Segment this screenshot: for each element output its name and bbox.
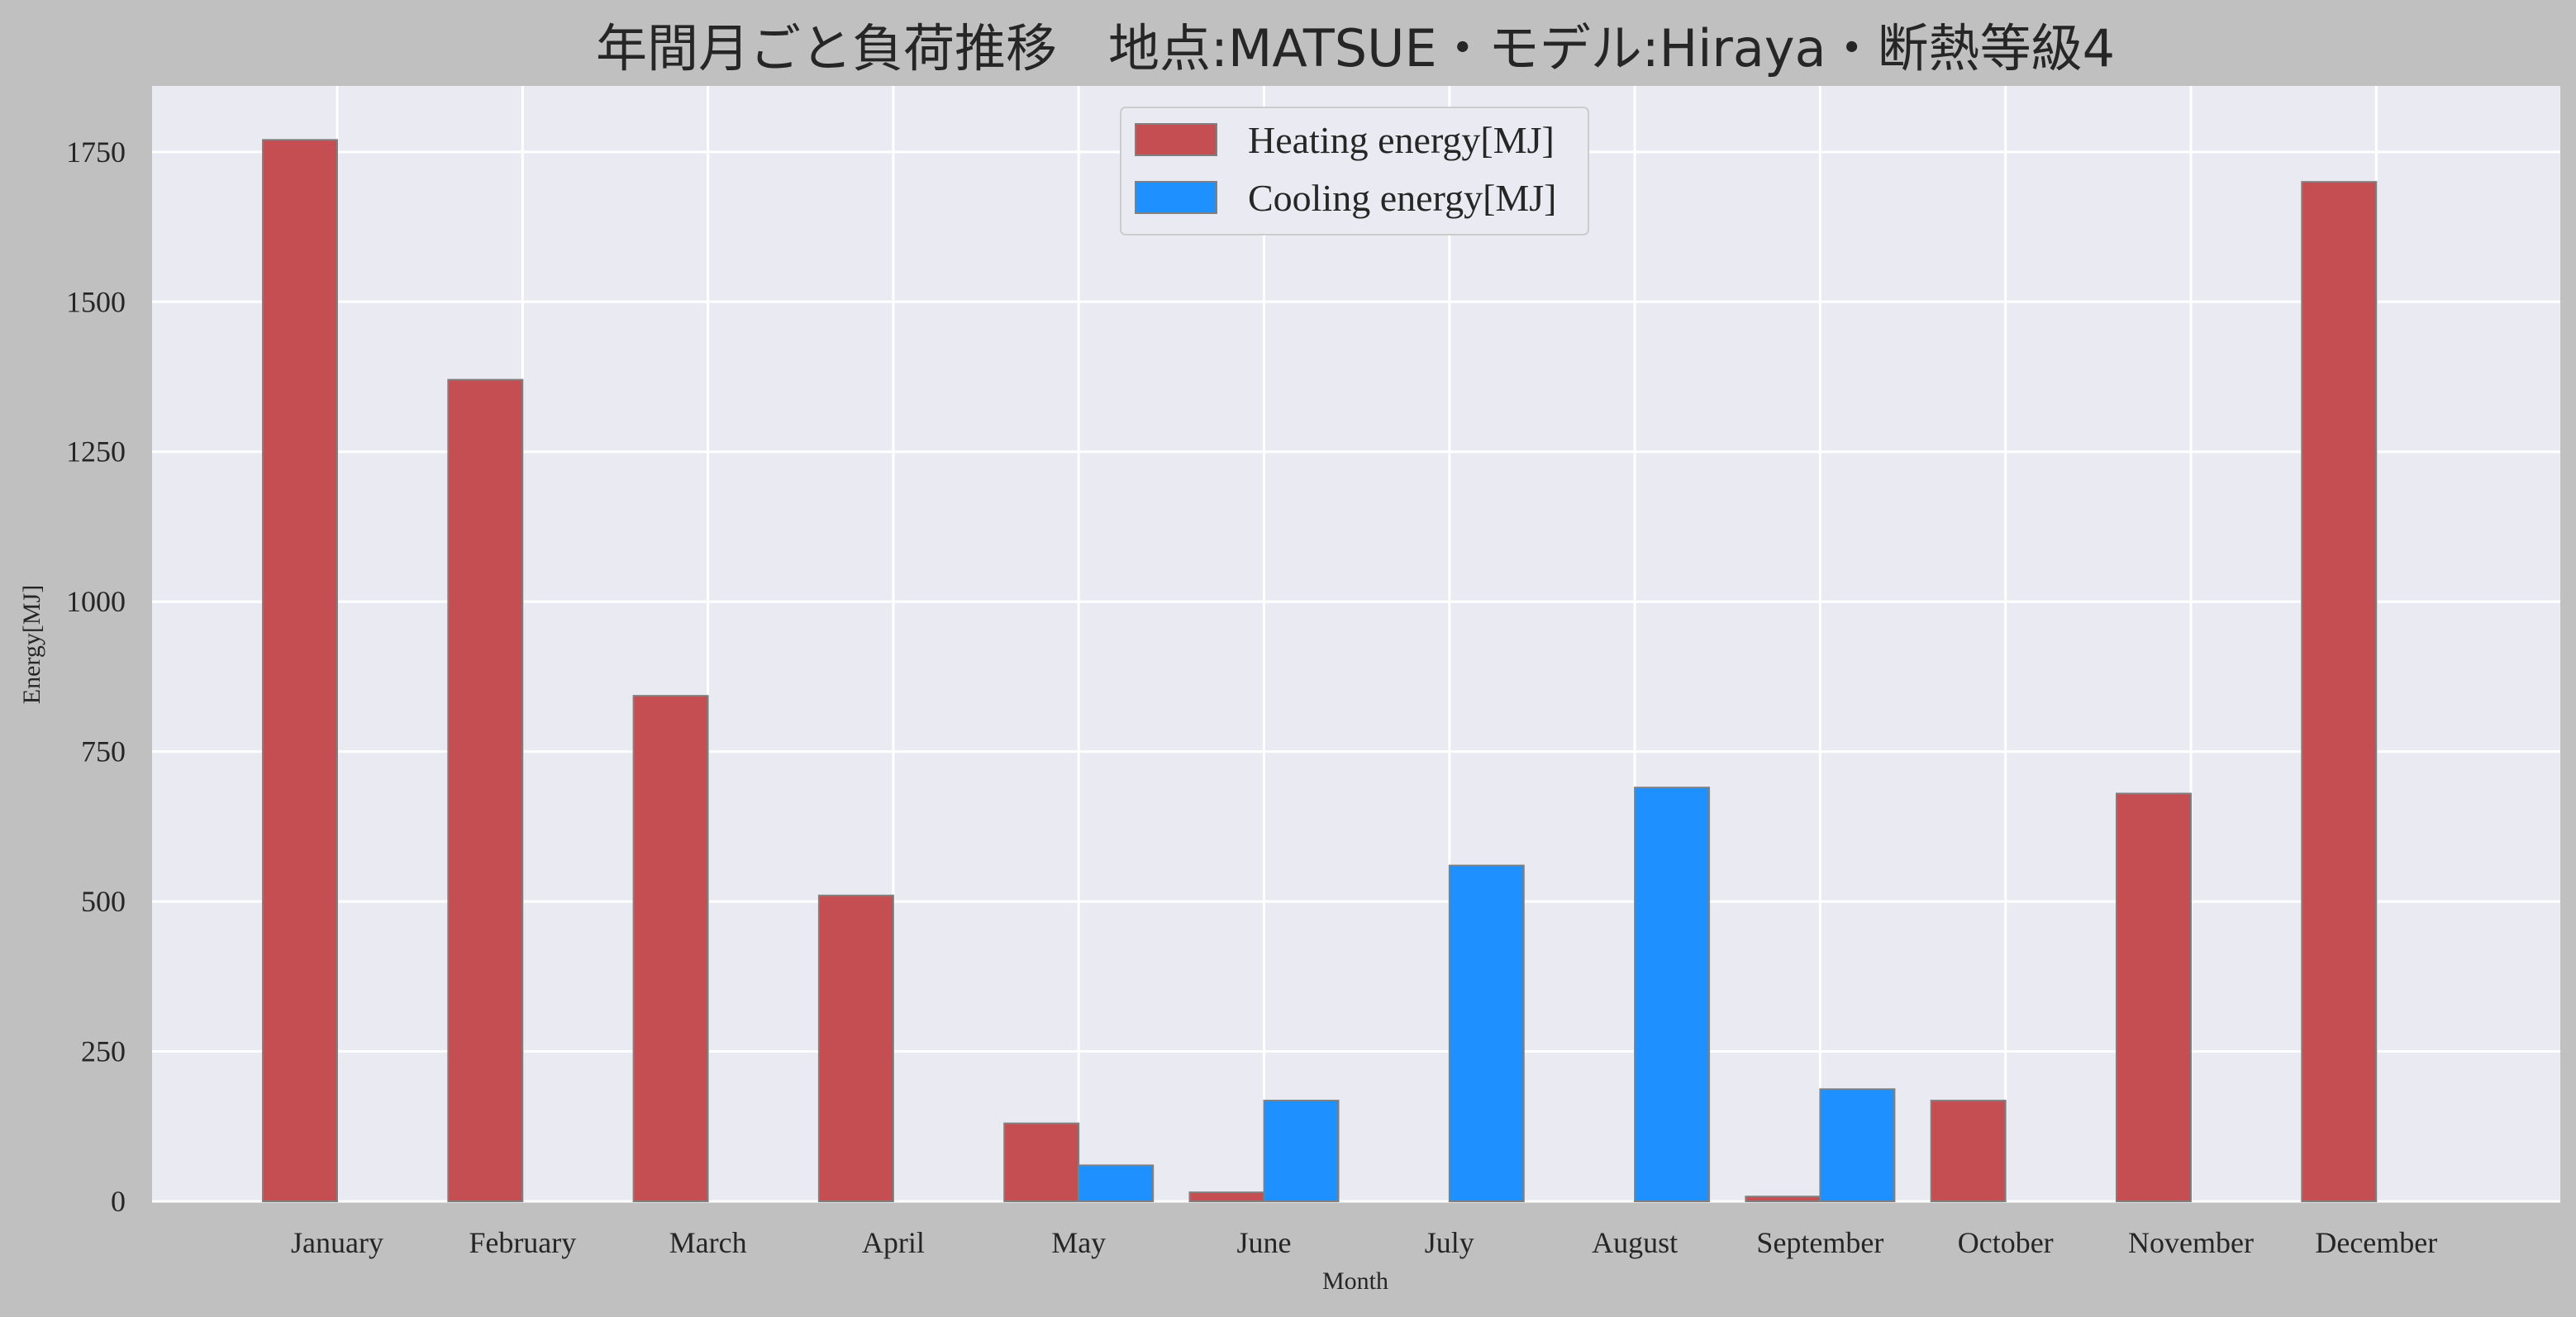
bar-heating [447, 378, 524, 1203]
bar-heating [1188, 1191, 1265, 1203]
chart-title: 年間月ごと負荷推移 地点:MATSUE・モデル:Hiraya・断熱等級4 [596, 18, 2115, 78]
bar-cooling [1634, 787, 1711, 1202]
y-tick-label: 1500 [66, 285, 126, 318]
x-tick-label: May [1051, 1226, 1106, 1259]
legend-swatch-cooling [1135, 181, 1217, 214]
x-tick-label: March [669, 1226, 747, 1259]
y-tick-label: 0 [111, 1185, 126, 1218]
x-tick-label: February [469, 1226, 576, 1259]
bar-cooling [1263, 1100, 1340, 1203]
x-axis-label: Month [1322, 1267, 1388, 1295]
bar-cooling [1819, 1088, 1896, 1202]
bar-heating [1745, 1196, 1821, 1203]
legend-swatch-heating [1135, 123, 1217, 156]
x-tick-label: September [1756, 1226, 1883, 1259]
legend: Heating energy[MJ] Cooling energy[MJ] [1120, 107, 1589, 235]
x-tick-label: November [2128, 1226, 2254, 1259]
bar-heating [1930, 1100, 2007, 1203]
bar-heating [2301, 181, 2378, 1202]
x-tick-label: August [1592, 1226, 1678, 1259]
y-tick-label: 750 [81, 735, 126, 768]
x-tick-label: June [1237, 1226, 1292, 1259]
y-tick-label: 1000 [66, 585, 126, 618]
legend-box [1120, 107, 1589, 235]
y-axis-label: Energy[MJ] [18, 585, 45, 704]
bar-heating [1003, 1122, 1080, 1202]
bars [262, 139, 2378, 1203]
x-tick-label: April [862, 1226, 925, 1259]
x-tick-label: December [2315, 1226, 2437, 1259]
bar-heating [632, 695, 709, 1202]
y-axis-ticks: 0 250 500 750 1000 1250 1500 1750 [66, 136, 126, 1218]
x-tick-label: January [291, 1226, 383, 1259]
x-tick-label: October [1958, 1226, 2054, 1259]
y-tick-label: 1250 [66, 435, 126, 468]
legend-label-heating: Heating energy[MJ] [1248, 119, 1555, 161]
y-tick-label: 250 [81, 1035, 126, 1068]
x-tick-label: July [1425, 1226, 1474, 1259]
legend-label-cooling: Cooling energy[MJ] [1248, 177, 1557, 219]
bar-heating [262, 139, 338, 1202]
x-axis-ticks: January February March April May June July Augu… [291, 1226, 2437, 1259]
bar-cooling [1448, 864, 1525, 1202]
bar-heating [2116, 792, 2192, 1202]
bar-cooling [1078, 1164, 1155, 1203]
bar-heating [817, 894, 894, 1203]
y-tick-label: 500 [81, 885, 126, 918]
y-tick-label: 1750 [66, 136, 126, 169]
